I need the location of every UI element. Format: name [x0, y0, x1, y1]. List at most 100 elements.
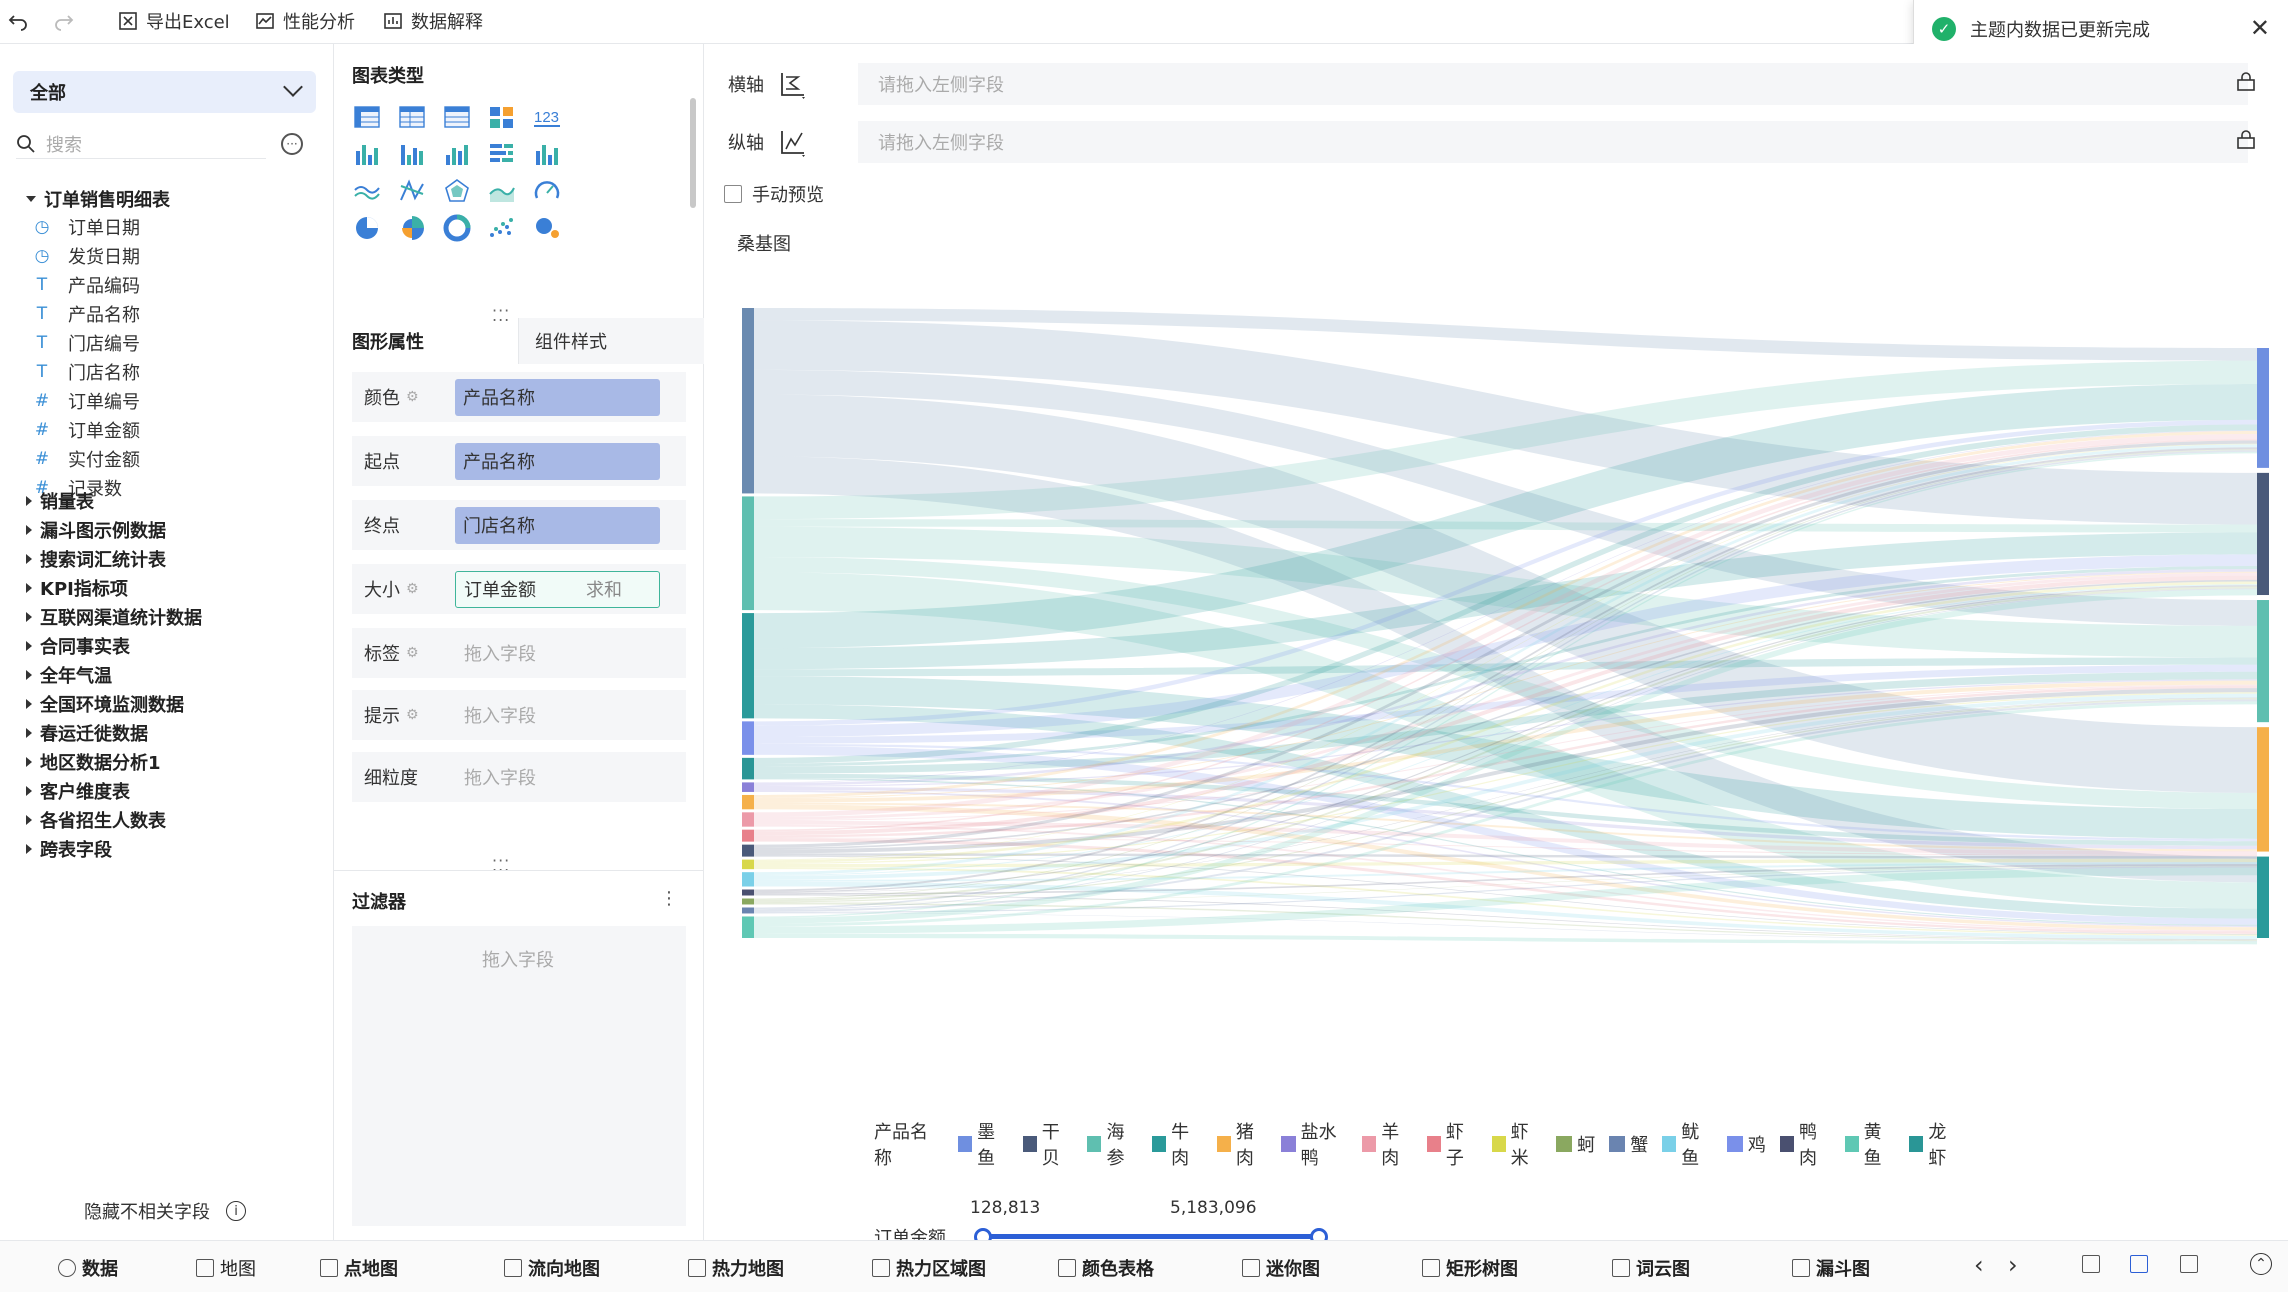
bottom-chart-item[interactable]: 迷你图: [1242, 1255, 1320, 1281]
sankey-link[interactable]: [754, 680, 2257, 803]
sankey-link[interactable]: [754, 858, 2257, 868]
field-item[interactable]: # 实付金额: [32, 446, 140, 472]
size-field-pill[interactable]: 订单金额 求和: [455, 570, 660, 608]
sankey-link[interactable]: [754, 802, 2257, 852]
tag-drop-zone[interactable]: 拖入字段: [464, 644, 536, 665]
bottom-chart-item[interactable]: 地图: [196, 1255, 256, 1281]
sankey-link[interactable]: [754, 431, 2257, 798]
sankey-link[interactable]: [754, 853, 2257, 859]
sankey-link[interactable]: [754, 585, 2257, 893]
bottom-chart-item[interactable]: 热力地图: [688, 1255, 784, 1281]
add-table-icon[interactable]: [2130, 1255, 2148, 1273]
tree-table-item[interactable]: 合同事实表: [26, 633, 130, 659]
legend-item[interactable]: 鸡: [1726, 1131, 1766, 1157]
sankey-link[interactable]: [754, 557, 2257, 810]
grouped-column-icon[interactable]: [397, 139, 427, 169]
sankey-source-node[interactable]: [742, 889, 754, 896]
sankey-link[interactable]: [754, 572, 2257, 820]
sankey-link[interactable]: [754, 320, 2257, 525]
sankey-link[interactable]: [754, 424, 2257, 764]
sankey-link[interactable]: [754, 456, 2257, 883]
sankey-source-node[interactable]: [742, 721, 754, 755]
sankey-link[interactable]: [754, 581, 2257, 863]
sankey-link[interactable]: [754, 566, 2257, 767]
legend-item[interactable]: 蟹: [1609, 1131, 1648, 1157]
sankey-link[interactable]: [754, 676, 2257, 839]
stacked-column-icon[interactable]: [352, 139, 382, 169]
scatter-icon[interactable]: [487, 213, 517, 243]
tree-table-item[interactable]: 搜索词汇统计表: [26, 546, 166, 572]
sankey-source-node[interactable]: [742, 907, 754, 914]
number-chart-icon[interactable]: 123: [532, 102, 562, 132]
sankey-link[interactable]: [754, 579, 2257, 850]
sankey-link[interactable]: [754, 519, 2257, 533]
tree-table-item[interactable]: 地区数据分析1: [26, 749, 161, 775]
start-field-pill[interactable]: 产品名称: [455, 442, 660, 480]
tree-table-item[interactable]: 客户维度表: [26, 778, 130, 804]
sankey-link[interactable]: [754, 790, 2257, 928]
gear-icon[interactable]: ⚙: [406, 645, 419, 661]
range-track[interactable]: [982, 1234, 1318, 1239]
gear-icon[interactable]: ⚙: [406, 581, 419, 597]
tree-table-item[interactable]: 全国环境监测数据: [26, 691, 184, 717]
radar-line-icon[interactable]: [397, 176, 427, 206]
x-axis-icon[interactable]: [778, 69, 808, 99]
legend-item[interactable]: 墨鱼: [958, 1118, 1009, 1170]
sankey-source-node[interactable]: [742, 794, 754, 810]
sankey-target-node[interactable]: [2257, 472, 2269, 596]
sankey-link[interactable]: [754, 451, 2257, 918]
sankey-source-node[interactable]: [742, 916, 754, 938]
sankey-link[interactable]: [754, 697, 2257, 894]
bottom-chart-item[interactable]: 流向地图: [504, 1255, 600, 1281]
tree-table-item[interactable]: 各省招生人数表: [26, 807, 166, 833]
sankey-link[interactable]: [754, 867, 2257, 934]
bottom-chart-item[interactable]: 点地图: [320, 1255, 398, 1281]
sankey-link[interactable]: [754, 865, 2257, 903]
waterfall-icon[interactable]: [532, 139, 562, 169]
sankey-link[interactable]: [754, 866, 2257, 914]
y-axis-icon[interactable]: [778, 127, 808, 157]
search-input[interactable]: 搜索: [16, 129, 266, 159]
perf-analysis-button[interactable]: 性能分析: [255, 6, 355, 36]
sankey-link[interactable]: [754, 855, 2257, 935]
bubble-icon[interactable]: [532, 213, 562, 243]
add-text-icon[interactable]: [2180, 1255, 2198, 1273]
sankey-link[interactable]: [754, 933, 2257, 945]
sankey-link[interactable]: [754, 693, 2257, 880]
filter-drop-zone[interactable]: 拖入字段: [352, 926, 686, 1226]
size-agg-label[interactable]: 求和: [586, 580, 622, 601]
sankey-source-node[interactable]: [742, 613, 754, 719]
sankey-link[interactable]: [754, 824, 2257, 932]
column-icon[interactable]: [442, 139, 472, 169]
undo-button[interactable]: [8, 6, 28, 36]
collapse-up-icon[interactable]: ⌃: [2250, 1253, 2272, 1275]
sankey-link[interactable]: [754, 449, 2257, 900]
close-icon[interactable]: ✕: [2249, 14, 2270, 42]
sankey-link[interactable]: [754, 902, 2257, 941]
sankey-link[interactable]: [754, 383, 2257, 649]
hide-unrelated-fields[interactable]: 隐藏不相关字段 i: [84, 1198, 246, 1224]
add-chart-icon[interactable]: [2082, 1255, 2100, 1273]
sankey-link[interactable]: [754, 881, 2257, 940]
sankey-source-node[interactable]: [742, 812, 754, 827]
field-item[interactable]: # 订单编号: [32, 388, 140, 414]
sankey-link[interactable]: [754, 704, 2257, 919]
sankey-link[interactable]: [754, 657, 2257, 677]
color-field-pill[interactable]: 产品名称: [455, 378, 660, 416]
sankey-link[interactable]: [754, 430, 2257, 784]
sankey-link[interactable]: [754, 532, 2257, 670]
sankey-source-node[interactable]: [742, 757, 754, 780]
tab-graph-props[interactable]: 图形属性: [352, 332, 424, 353]
sankey-link[interactable]: [754, 692, 2257, 865]
bottom-chart-item[interactable]: 矩形树图: [1422, 1255, 1518, 1281]
tree-table-item[interactable]: KPI指标项: [26, 575, 128, 601]
export-excel-button[interactable]: 导出Excel: [118, 6, 230, 36]
tree-table-item[interactable]: 跨表字段: [26, 836, 112, 862]
field-item[interactable]: # 记录数: [32, 475, 122, 501]
sankey-link[interactable]: [754, 698, 2257, 903]
field-item[interactable]: T 产品名称: [32, 301, 140, 327]
sankey-source-node[interactable]: [742, 308, 754, 494]
area-icon[interactable]: [487, 176, 517, 206]
pie-icon[interactable]: [352, 213, 382, 243]
sankey-link[interactable]: [754, 588, 2257, 910]
